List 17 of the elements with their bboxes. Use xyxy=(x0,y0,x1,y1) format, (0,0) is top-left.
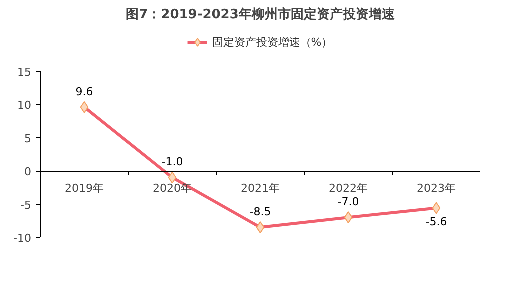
x-tick-label: 2019年 xyxy=(65,182,104,196)
y-tick-label: 10 xyxy=(18,99,32,112)
y-tick-label: -10 xyxy=(14,232,32,245)
x-tick-label: 2023年 xyxy=(417,182,456,196)
data-label: -7.0 xyxy=(338,196,360,209)
chart-title: 图7：2019-2023年柳州市固定资产投资增速 xyxy=(126,6,396,22)
y-tick-label: 5 xyxy=(24,132,32,146)
data-label: -5.6 xyxy=(426,215,448,228)
data-label: -8.5 xyxy=(250,206,272,219)
y-tick-label: -5 xyxy=(20,198,32,212)
data-label: 9.6 xyxy=(76,85,94,98)
x-tick-label: 2021年 xyxy=(241,182,280,196)
legend-label: 固定资产投资增速（%） xyxy=(212,34,333,50)
y-tick-label: 15 xyxy=(18,66,32,79)
data-label: -1.0 xyxy=(162,156,184,169)
y-tick-label: 0 xyxy=(24,166,32,179)
x-tick-label: 2022年 xyxy=(329,182,368,196)
